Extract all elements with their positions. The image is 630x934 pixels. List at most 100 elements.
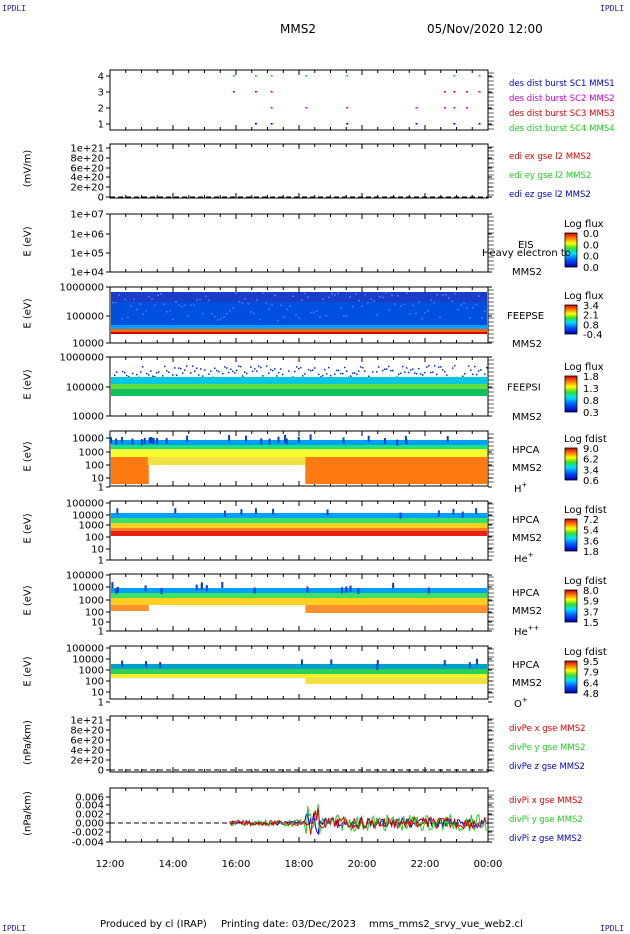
spacecraft-label: MMS2 (512, 463, 542, 474)
spectrogram-feepse-noise (199, 298, 201, 301)
datetime-title: 05/Nov/2020 12:00 (427, 22, 543, 36)
spectrogram-feepsi-dot (302, 375, 304, 377)
spectrogram-feepse-noise (115, 301, 117, 304)
species-label: He++ (514, 624, 540, 638)
species-charge: + (528, 551, 534, 559)
y-tick-label: 8e+20 (70, 154, 104, 165)
y-tick-label: 1000 (79, 596, 104, 607)
spectrogram-feepsi-dot (464, 372, 466, 375)
spectrogram-feepse-noise (157, 294, 159, 297)
colorbar-title: Log flux (564, 291, 604, 302)
spectrogram-feepse-noise (343, 315, 345, 317)
panel-eis (106, 213, 578, 273)
spectrogram-feepsi-dot (186, 365, 188, 367)
panel-hpca_hepp (106, 573, 578, 632)
spectrogram-spike (205, 585, 208, 592)
spectrogram-feepse-noise (223, 316, 225, 318)
spectrogram-hplus-low (305, 457, 487, 484)
spectrogram-feepsi-dot (178, 367, 180, 369)
legend-entry: divPi z gse MMS2 (509, 834, 582, 844)
spectrogram-spike (345, 586, 348, 593)
legend-entry: des dist burst SC4 MMS4 (509, 124, 615, 134)
y-axis-label-hpca_he: E (eV) (22, 513, 34, 544)
spectrogram-feepsi-dot (402, 365, 404, 368)
spectrogram-feepsi-dot (338, 369, 340, 372)
spectrogram-feepse-noise (319, 316, 321, 318)
spectrogram-feepse-noise (346, 315, 348, 318)
spectrogram-feepsi-dot (328, 366, 330, 369)
spectrogram-feepse-noise (463, 302, 465, 305)
spectrogram-feepse-noise (472, 306, 474, 309)
spectrogram-feepsi-dot (204, 369, 206, 371)
spectrogram-feepsi-dot (426, 366, 428, 368)
colorbar-tick-label: 0.8 (583, 320, 599, 331)
colorbar (564, 375, 578, 413)
spectrogram-feepse-noise (391, 294, 393, 296)
spectrogram-feepsi-dot (146, 372, 148, 375)
spectrogram-feepsi-dot (486, 367, 488, 369)
spectrogram-feepse-noise (265, 302, 267, 304)
colorbar-tick-label: 5.4 (583, 526, 599, 537)
colorbar-title: Log fdist (564, 647, 607, 658)
spectrogram-feepse-noise (445, 293, 447, 296)
colorbar-title: Log fdist (564, 505, 607, 516)
spectrogram-feepsi-dot (296, 366, 298, 368)
spectrogram-feepsi-dot (388, 365, 390, 368)
colorbar-tick-label: 3.4 (583, 465, 599, 476)
y-tick-label: 1e+21 (70, 144, 104, 155)
colorbar-title: Log flux (564, 219, 604, 230)
spectrogram-feepsi-dot (352, 372, 354, 374)
spectrogram-feepsi-dot (408, 371, 410, 374)
y-tick-label: 10000 (72, 583, 104, 594)
legend-entry: divPe x gse MMS2 (509, 724, 586, 734)
spectrogram-feepsi-dot (356, 373, 358, 376)
instrument-label: HPCA (512, 445, 540, 456)
colorbar-tick-label: 4.8 (583, 689, 599, 700)
spectrogram-feepse-noise (433, 302, 435, 304)
spectrogram-feepse-noise (145, 310, 147, 312)
y-tick-label: 100 (85, 677, 104, 688)
y-tick-label: 100000 (66, 499, 104, 510)
spectrogram-spike (306, 586, 309, 593)
colorbar-tick-label: 3.7 (583, 607, 599, 618)
spectrogram-feepsi-dot (346, 370, 348, 372)
y-axis-label-hpca_o: E (eV) (22, 656, 34, 687)
spectrogram-feepsi-dot (150, 370, 152, 372)
spectrogram-spike (228, 435, 231, 442)
spectrogram-feepse-noise (478, 295, 480, 297)
instrument-label: HPCA (512, 588, 540, 599)
spectrogram-spike (260, 438, 263, 445)
spectrogram-feepse-noise (250, 311, 252, 313)
spectrogram-feepsi-dot (292, 376, 294, 378)
spectrogram-spike (277, 436, 280, 443)
spectrogram-band (111, 513, 487, 518)
y-axis-label-divpe: (nPa/km) (22, 720, 34, 765)
spectrogram-feepse-noise (322, 298, 324, 300)
spectrogram-spike (186, 435, 189, 442)
spectrogram-feepsi-dot (234, 372, 236, 374)
spectrogram-feepse-noise (352, 305, 354, 308)
spectrogram-feepsi-dot (244, 371, 246, 373)
y-tick-label: 2e+20 (70, 183, 104, 194)
y-tick-label: 1 (98, 120, 104, 131)
spectrogram-feepsi-dot (454, 365, 456, 367)
burst-marker (305, 75, 308, 77)
spectrogram-spike (376, 663, 379, 670)
spectrogram-feepse-noise (484, 310, 486, 313)
panel-hpca_he (106, 500, 578, 561)
spectrogram-feepsi-dot (262, 375, 264, 377)
spectrogram-spike (116, 508, 119, 515)
spectrogram-feepse-noise (154, 304, 156, 307)
colorbar-tick-label: 6.2 (583, 455, 599, 466)
spectrogram-feepse-noise (379, 295, 381, 298)
y-tick-label: -0.004 (72, 838, 104, 849)
burst-marker (346, 107, 349, 109)
y-tick-label: 4e+20 (70, 746, 104, 757)
burst-marker (270, 107, 273, 109)
spectrogram-feepsi-dot (484, 373, 486, 375)
spectrogram-feepsi-dot (424, 371, 426, 374)
y-axis-label-edi: (mV/m) (22, 149, 34, 188)
spectrogram-feepsi-dot (258, 365, 260, 367)
spectrogram-feepse-noise (220, 317, 222, 320)
